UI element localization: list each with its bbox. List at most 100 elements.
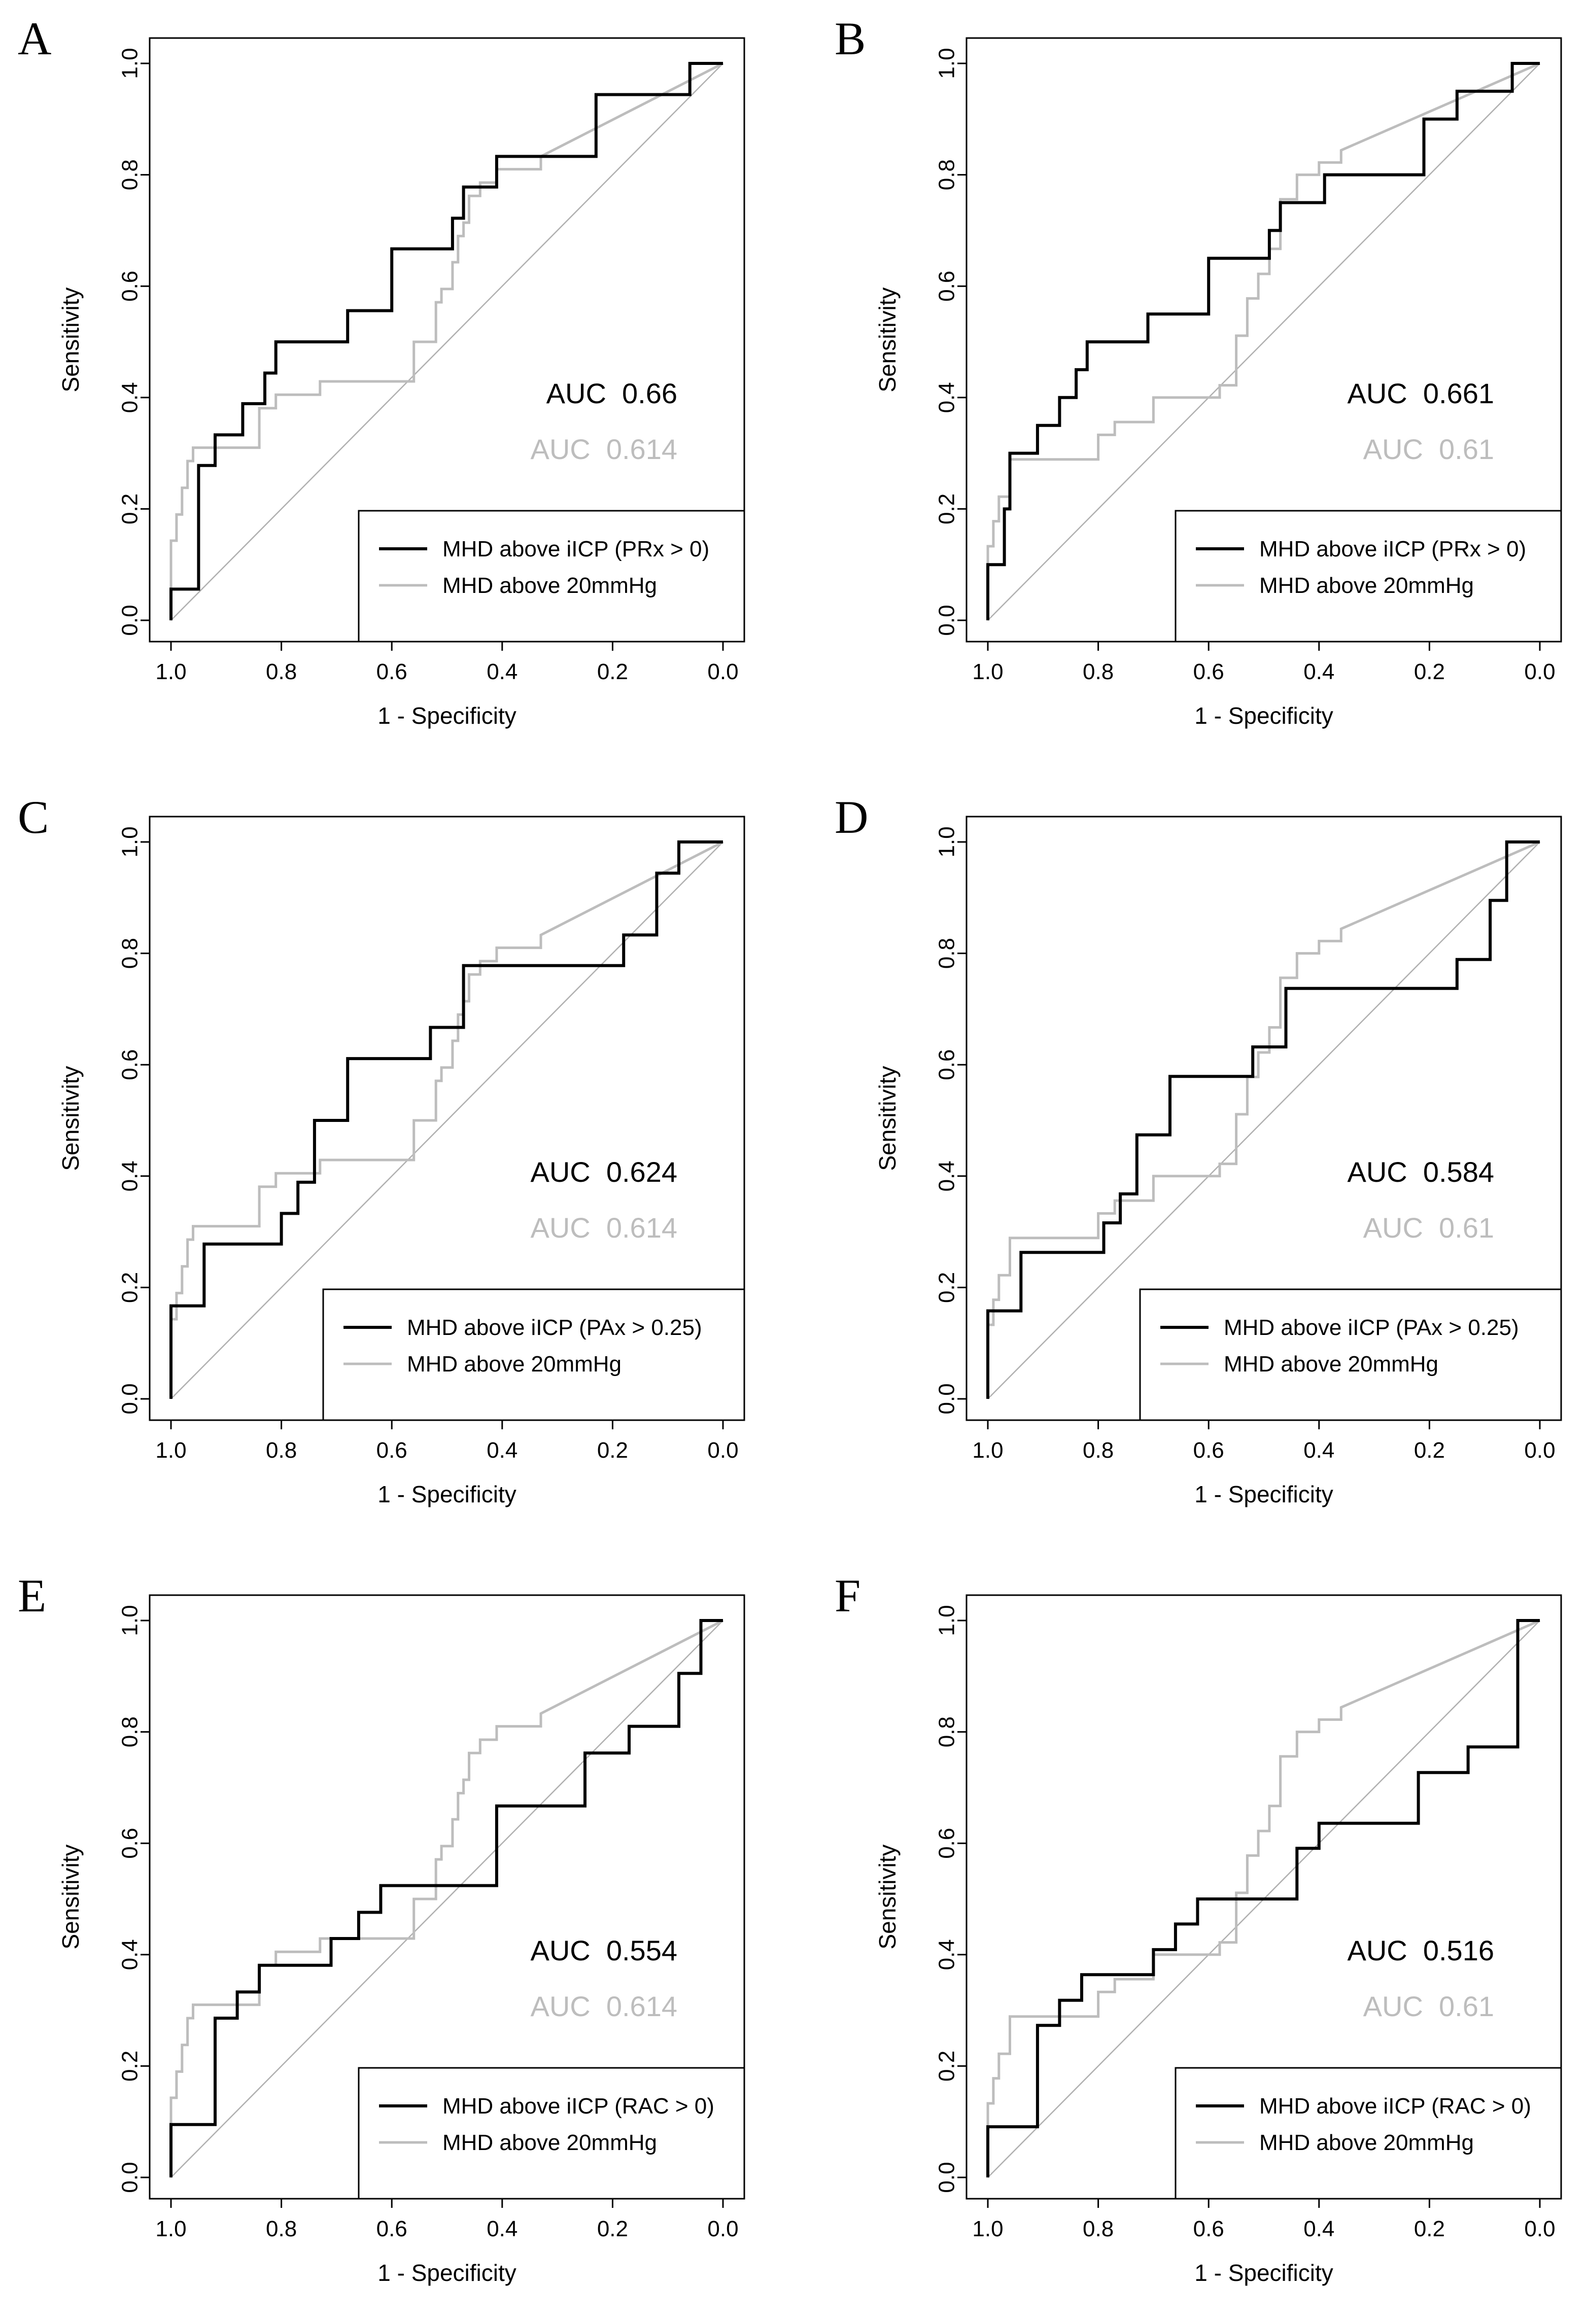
y-tick-label: 0.8 [934,938,959,969]
x-tick-label: 0.8 [266,1438,297,1463]
roc-panel-a: A 1.0 0.8 0.6 0.4 0.2 0.0 0.0 0.2 0.4 0.6 0.8 1.0 1 -… [18,13,745,729]
y-tick-label: 0.8 [934,1716,959,1747]
legend-box [1175,510,1562,643]
y-tick-label: 0.2 [934,494,959,524]
roc-curve-20mmhg [169,1619,724,2177]
legend-box [322,1288,745,1421]
y-tick-label: 0.4 [934,382,959,413]
x-tick-label: 0.2 [597,659,628,684]
roc-curve-iicp [986,840,1540,1399]
x-tick-label: 0.2 [597,1438,628,1463]
x-tick-label: 0.4 [487,1438,518,1463]
x-tick-label: 1.0 [972,1438,1003,1463]
auc-iicp-label: AUC 0.584 [1348,1156,1495,1188]
y-tick-label: 0.2 [934,2051,959,2082]
x-tick-label: 0.0 [707,1438,738,1463]
roc-curve-iicp [169,62,723,620]
y-axis-label: Sensitivity [874,1066,901,1171]
legend: MHD above iICP (RAC > 0) MHD above 20mmHg [1175,2067,1562,2200]
x-tick-label: 0.2 [1414,659,1445,684]
x-tick-label: 1.0 [155,2216,186,2241]
roc-curve-20mmhg [169,840,724,1399]
legend-box [358,2067,745,2200]
x-axis-label: 1 - Specificity [377,1481,516,1507]
y-tick-label: 0.0 [117,2162,142,2193]
x-axis-label: 1 - Specificity [1194,702,1333,729]
auc-iicp-label: AUC 0.66 [546,377,677,409]
y-tick-label: 0.0 [934,1383,959,1414]
x-tick-label: 0.4 [1303,659,1334,684]
roc-curve-iicp [986,1619,1540,2177]
x-tick-label: 0.6 [1193,1438,1224,1463]
panel-letter: C [18,791,49,843]
legend: MHD above iICP (PAx > 0.25) MHD above 20m… [322,1288,745,1421]
auc-20mmhg-label: AUC 0.61 [1363,1990,1494,2022]
y-tick-label: 1.0 [117,826,142,857]
x-tick-label: 0.2 [597,2216,628,2241]
y-tick-label: 0.8 [117,1716,142,1747]
auc-iicp-label: AUC 0.661 [1348,377,1495,409]
auc-20mmhg-label: AUC 0.614 [531,1212,678,1244]
chance-diagonal [987,63,1540,621]
auc-20mmhg-label: AUC 0.614 [531,1990,678,2022]
y-axis-label: Sensitivity [874,1844,901,1949]
legend-entry-label: MHD above 20mmHg [1224,1352,1438,1377]
legend-entry-label: MHD above iICP (PRx > 0) [442,537,709,561]
legend-entry-label: MHD above iICP (PRx > 0) [1259,537,1526,561]
x-tick-label: 0.6 [1193,659,1224,684]
x-tick-label: 1.0 [155,1438,186,1463]
chance-diagonal [170,63,723,621]
x-axis-label: 1 - Specificity [1194,1481,1333,1507]
panel-letter: F [835,1570,860,1622]
x-tick-label: 0.6 [376,1438,407,1463]
legend-entry-label: MHD above iICP (PAx > 0.25) [407,1315,702,1340]
roc-panel-d: D 1.0 0.8 0.6 0.4 0.2 0.0 0.0 0.2 0.4 0.6 0.8 1.0 1 -… [835,791,1562,1507]
y-tick-label: 0.2 [934,1272,959,1303]
y-tick-label: 1.0 [117,48,142,79]
auc-20mmhg-label: AUC 0.614 [531,433,678,465]
x-axis-label: 1 - Specificity [377,2260,516,2286]
x-tick-label: 0.4 [487,659,518,684]
y-tick-label: 0.4 [934,1160,959,1191]
legend-box [358,510,745,643]
roc-panel-c: C 1.0 0.8 0.6 0.4 0.2 0.0 0.0 0.2 0.4 0.6 0.8 1.0 1 -… [18,791,745,1507]
auc-iicp-label: AUC 0.554 [531,1934,678,1966]
x-tick-label: 0.4 [487,2216,518,2241]
x-tick-label: 0.6 [376,2216,407,2241]
x-axis-label: 1 - Specificity [1194,2260,1333,2286]
y-tick-label: 0.0 [117,1383,142,1414]
roc-panel-f: F 1.0 0.8 0.6 0.4 0.2 0.0 0.0 0.2 0.4 0.6 0.8 1.0 1 -… [835,1570,1562,2286]
x-tick-label: 0.8 [266,659,297,684]
roc-curve-iicp [986,62,1540,620]
x-tick-label: 0.6 [1193,2216,1224,2241]
y-tick-label: 1.0 [934,826,959,857]
x-tick-label: 0.0 [707,2216,738,2241]
auc-20mmhg-label: AUC 0.61 [1363,433,1494,465]
legend-entry-label: MHD above 20mmHg [1259,573,1474,598]
legend-box [1175,2067,1562,2200]
x-axis-label: 1 - Specificity [377,702,516,729]
x-tick-label: 0.2 [1414,2216,1445,2241]
x-tick-label: 0.6 [376,659,407,684]
y-tick-label: 0.6 [934,1049,959,1080]
legend: MHD above iICP (RAC > 0) MHD above 20mmHg [358,2067,745,2200]
panel-letter: A [18,13,51,64]
roc-curve-iicp [169,1619,723,2177]
y-tick-label: 0.0 [934,2162,959,2193]
x-tick-label: 0.8 [1083,2216,1114,2241]
x-tick-label: 1.0 [972,2216,1003,2241]
panel-letter: B [835,13,866,64]
y-tick-label: 0.4 [117,1939,142,1970]
roc-curve-20mmhg [986,840,1541,1399]
y-tick-label: 0.4 [934,1939,959,1970]
chance-diagonal [987,841,1540,1399]
legend-entry-label: MHD above 20mmHg [1259,2130,1474,2155]
y-tick-label: 0.6 [117,271,142,302]
y-tick-label: 0.2 [117,494,142,524]
legend: MHD above iICP (PAx > 0.25) MHD above 20m… [1139,1288,1562,1421]
y-tick-label: 0.4 [117,1160,142,1191]
y-tick-label: 0.6 [934,1828,959,1859]
auc-20mmhg-label: AUC 0.61 [1363,1212,1494,1244]
x-tick-label: 0.4 [1303,2216,1334,2241]
